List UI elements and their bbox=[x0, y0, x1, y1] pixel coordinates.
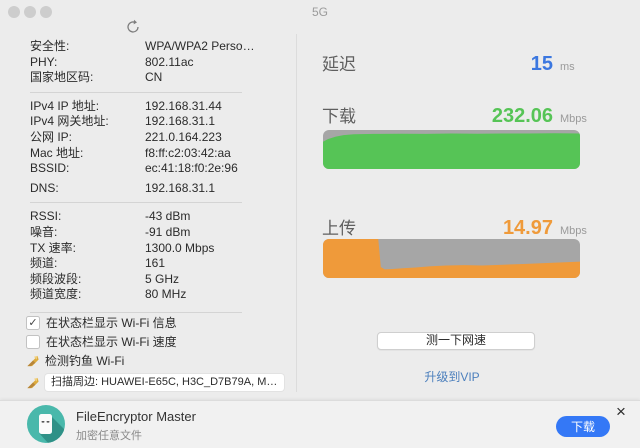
banner-download-button[interactable]: 下载 bbox=[556, 416, 610, 437]
info-row-bssid: BSSID: ec:41:18:f0:2e:96 bbox=[30, 161, 275, 177]
info-label: DNS: bbox=[30, 180, 59, 195]
info-value: 1300.0 Mbps bbox=[145, 240, 215, 255]
options-section: ✓ 在状态栏显示 Wi-Fi 信息 在状态栏显示 Wi-Fi 速度 检测钓鱼 W… bbox=[26, 313, 284, 392]
vip-flag-icon bbox=[27, 377, 39, 388]
info-label: Mac 地址: bbox=[30, 145, 84, 160]
checkbox-show-wifi-info[interactable]: ✓ 在状态栏显示 Wi-Fi 信息 bbox=[26, 313, 284, 332]
info-label: 安全性: bbox=[30, 39, 70, 53]
info-row-gateway: IPv4 网关地址: 192.168.31.1 bbox=[30, 114, 275, 130]
info-row-band: 频段波段: 5 GHz bbox=[30, 272, 275, 288]
upload-unit: Mbps bbox=[560, 225, 587, 237]
upload-value: 14.97 bbox=[502, 217, 553, 239]
latency-unit: ms bbox=[560, 61, 575, 73]
info-label: 噪音: bbox=[30, 224, 58, 239]
window-title: 5G bbox=[311, 5, 328, 19]
upload-speed-chart bbox=[323, 239, 580, 278]
info-label: BSSID: bbox=[30, 161, 70, 176]
info-row-txrate: TX 速率: 1300.0 Mbps bbox=[30, 241, 275, 257]
vip-flag-icon bbox=[27, 355, 39, 367]
upgrade-vip-link[interactable]: 升级到VIP bbox=[424, 370, 480, 384]
info-value: 192.168.31.1 bbox=[145, 114, 216, 129]
info-label: 公网 IP: bbox=[30, 129, 73, 144]
upload-metric: 上传 14.97 Mbps bbox=[322, 214, 592, 240]
info-value: -43 dBm bbox=[145, 209, 191, 224]
info-label: 频道宽度: bbox=[30, 287, 82, 302]
scan-nearby-label[interactable]: 扫描周边: HUAWEI-E65C, H3C_D7B79A, M… bbox=[45, 373, 284, 391]
banner-close-icon[interactable]: × bbox=[616, 402, 626, 421]
detect-phishing-item[interactable]: 检测钓鱼 Wi-Fi bbox=[26, 351, 284, 370]
window-zoom-button[interactable] bbox=[40, 6, 52, 18]
separator bbox=[30, 91, 242, 93]
upload-label: 上传 bbox=[322, 219, 356, 238]
window-close-button[interactable] bbox=[8, 6, 20, 18]
info-row-mac: Mac 地址: f8:ff:c2:03:42:aa bbox=[30, 146, 275, 162]
wifi-info-table: 安全性: WPA/WPA2 Perso… PHY: 802.11ac 国家地区码… bbox=[30, 39, 275, 319]
checkbox-checked-icon[interactable]: ✓ bbox=[26, 315, 40, 330]
latency-metric: 延迟 15 ms bbox=[322, 50, 592, 76]
info-value: 221.0.164.223 bbox=[145, 129, 222, 144]
download-speed-chart bbox=[323, 130, 580, 169]
info-row-security: 安全性: WPA/WPA2 Perso… bbox=[30, 39, 275, 55]
scan-nearby-item[interactable]: 扫描周边: HUAWEI-E65C, H3C_D7B79A, M… bbox=[26, 372, 284, 392]
download-value: 232.06 bbox=[491, 105, 553, 127]
download-label: 下载 bbox=[322, 107, 356, 126]
info-value: 80 MHz bbox=[145, 287, 187, 302]
info-row-width: 频道宽度: 80 MHz bbox=[30, 287, 275, 303]
info-value: 5 GHz bbox=[145, 271, 180, 286]
speed-test-button[interactable]: 测一下网速 bbox=[377, 332, 535, 350]
info-label: TX 速率: bbox=[30, 240, 77, 255]
checkbox-show-wifi-speed[interactable]: 在状态栏显示 Wi-Fi 速度 bbox=[26, 332, 284, 351]
promo-banner: FileEncryptor Master 加密任意文件 下载 × bbox=[0, 400, 640, 448]
info-value: ec:41:18:f0:2e:96 bbox=[145, 161, 238, 176]
info-row-rssi: RSSI: -43 dBm bbox=[30, 209, 275, 225]
separator bbox=[30, 311, 242, 313]
window-minimize-button[interactable] bbox=[24, 6, 36, 18]
separator bbox=[30, 202, 242, 204]
info-value: WPA/WPA2 Perso… bbox=[145, 39, 255, 53]
info-value: 192.168.31.1 bbox=[145, 180, 216, 195]
info-row-ipv4: IPv4 IP 地址: 192.168.31.44 bbox=[30, 99, 275, 115]
info-row-noise: 噪音: -91 dBm bbox=[30, 225, 275, 241]
info-value: 192.168.31.44 bbox=[145, 98, 222, 113]
checkbox-label: 在状态栏显示 Wi-Fi 信息 bbox=[46, 316, 177, 330]
info-value: f8:ff:c2:03:42:aa bbox=[145, 145, 231, 160]
checkbox-unchecked-icon[interactable] bbox=[26, 334, 40, 349]
info-label: 国家地区码: bbox=[30, 70, 94, 85]
info-row-channel: 频道: 161 bbox=[30, 256, 275, 272]
info-label: 频道: bbox=[30, 256, 58, 271]
info-label: PHY: bbox=[30, 54, 58, 69]
info-value: 161 bbox=[145, 256, 166, 271]
info-label: IPv4 网关地址: bbox=[30, 114, 109, 129]
download-metric: 下载 232.06 Mbps bbox=[322, 102, 592, 128]
info-row-phy: PHY: 802.11ac bbox=[30, 55, 275, 71]
info-label: IPv4 IP 地址: bbox=[30, 98, 100, 113]
latency-value: 15 bbox=[530, 53, 553, 75]
file-encryptor-app-icon bbox=[27, 405, 65, 443]
download-unit: Mbps bbox=[560, 113, 587, 125]
info-row-public-ip: 公网 IP: 221.0.164.223 bbox=[30, 130, 275, 146]
latency-label: 延迟 bbox=[322, 55, 356, 74]
checkbox-label: 在状态栏显示 Wi-Fi 速度 bbox=[46, 335, 177, 349]
detect-phishing-label: 检测钓鱼 Wi-Fi bbox=[45, 354, 125, 368]
info-row-country: 国家地区码: CN bbox=[30, 70, 275, 86]
info-label: RSSI: bbox=[30, 209, 62, 224]
panel-divider bbox=[296, 34, 297, 392]
banner-subtitle: 加密任意文件 bbox=[76, 430, 142, 442]
info-value: CN bbox=[145, 70, 163, 85]
info-row-dns: DNS: 192.168.31.1 bbox=[30, 181, 275, 197]
info-value: -91 dBm bbox=[145, 224, 191, 239]
banner-app-name: FileEncryptor Master bbox=[76, 409, 196, 424]
refresh-icon[interactable] bbox=[125, 19, 141, 35]
info-value: 802.11ac bbox=[145, 54, 194, 69]
info-label: 频段波段: bbox=[30, 271, 82, 286]
